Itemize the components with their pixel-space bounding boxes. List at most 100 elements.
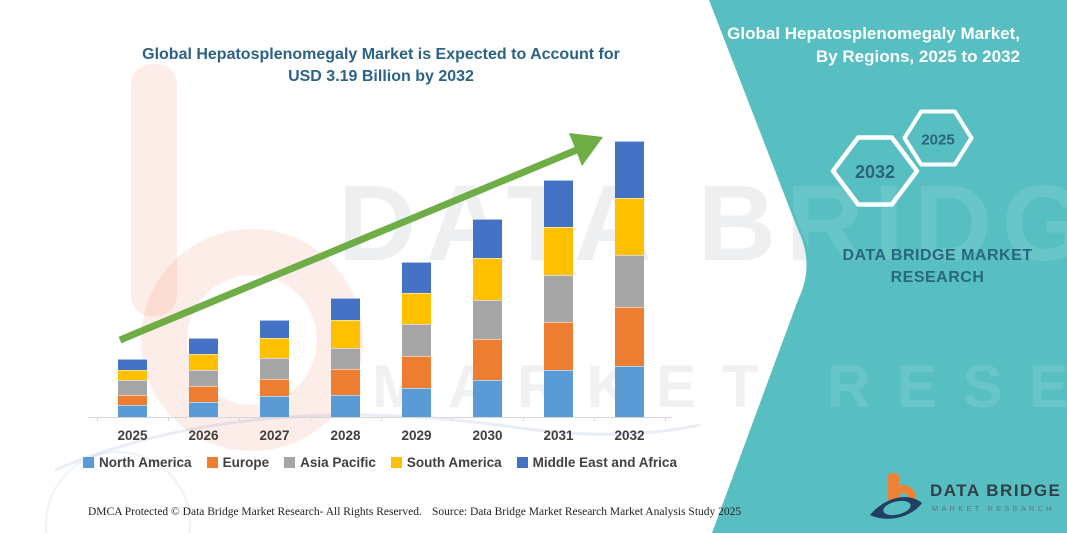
bar-segment-2031-europe — [544, 322, 573, 370]
bar-2030 — [473, 219, 502, 417]
year-hexagons: 2032 2025 — [830, 109, 974, 207]
hexagon-2025-label: 2025 — [921, 132, 954, 149]
bar-segment-2026-middle-east-and-africa — [189, 338, 218, 354]
legend-swatch-icon — [206, 457, 218, 468]
bar-segment-2027-north-america — [260, 396, 289, 417]
legend-item-asia-pacific: Asia Pacific — [284, 455, 376, 470]
side-panel-heading-line1: Global Hepatosplenomegaly Market, — [727, 24, 1020, 43]
legend-label: Asia Pacific — [300, 455, 376, 470]
bar-segment-2025-europe — [118, 395, 147, 405]
bar-segment-2031-north-america — [544, 370, 573, 417]
x-axis-label-2031: 2031 — [543, 428, 574, 443]
logo-subtitle: MARKET RESEARCH — [932, 504, 1055, 513]
bar-segment-2029-europe — [402, 356, 431, 388]
bar-segment-2026-north-america — [189, 402, 218, 417]
bar-segment-2026-south-america — [189, 354, 218, 370]
legend-label: South America — [406, 455, 502, 470]
bar-2031 — [544, 180, 573, 417]
x-axis-tick — [168, 417, 169, 421]
bar-segment-2028-europe — [331, 369, 360, 395]
bar-segment-2030-north-america — [473, 380, 502, 417]
bar-segment-2028-asia-pacific — [331, 348, 360, 369]
legend-item-south-america: South America — [390, 455, 502, 470]
bar-segment-2027-europe — [260, 379, 289, 396]
side-panel-heading-line2: By Regions, 2025 to 2032 — [815, 47, 1020, 66]
legend-swatch-icon — [516, 457, 528, 468]
legend-swatch-icon — [390, 457, 402, 468]
x-axis-tick — [523, 417, 524, 421]
legend-item-middle-east-and-africa: Middle East and Africa — [516, 455, 677, 470]
x-axis-label-2032: 2032 — [614, 428, 645, 443]
bar-segment-2029-middle-east-and-africa — [402, 262, 431, 293]
legend-swatch-icon — [284, 457, 296, 468]
x-axis — [88, 417, 672, 418]
bar-segment-2028-south-america — [331, 320, 360, 348]
bar-2029 — [402, 262, 431, 417]
brand-text-line1: DATA BRIDGE MARKET — [842, 247, 1033, 264]
bar-segment-2032-south-america — [615, 198, 644, 255]
bar-segment-2029-south-america — [402, 293, 431, 324]
x-axis-tick — [665, 417, 666, 421]
legend-item-europe: Europe — [206, 455, 270, 470]
logo-name: DATA BRIDGE — [930, 481, 1062, 500]
bar-2027 — [260, 320, 289, 417]
bar-segment-2028-middle-east-and-africa — [331, 298, 360, 320]
page-title-line1: Global Hepatosplenomegaly Market is Expe… — [142, 46, 620, 63]
bar-segment-2027-asia-pacific — [260, 358, 289, 379]
legend-swatch-icon — [83, 457, 95, 468]
bar-segment-2029-north-america — [402, 388, 431, 417]
x-axis-tick — [239, 417, 240, 421]
brand-text: DATA BRIDGE MARKET RESEARCH — [840, 245, 1035, 289]
hexagon-2032-label: 2032 — [855, 162, 895, 182]
legend-label: North America — [99, 455, 192, 470]
bar-segment-2029-asia-pacific — [402, 324, 431, 356]
x-axis-label-2030: 2030 — [472, 428, 503, 443]
bar-2026 — [189, 338, 218, 417]
bar-2032 — [615, 141, 644, 417]
footer-dmca-text: DMCA Protected © Data Bridge Market Rese… — [88, 506, 422, 518]
bar-2025 — [118, 359, 147, 417]
bar-segment-2032-north-america — [615, 366, 644, 417]
bar-segment-2025-asia-pacific — [118, 380, 147, 395]
x-axis-label-2028: 2028 — [330, 428, 361, 443]
bar-segment-2025-north-america — [118, 405, 147, 417]
bar-segment-2026-europe — [189, 386, 218, 402]
x-axis-tick — [381, 417, 382, 421]
bar-segment-2030-middle-east-and-africa — [473, 219, 502, 258]
bar-segment-2026-asia-pacific — [189, 370, 218, 386]
x-axis-tick — [452, 417, 453, 421]
x-axis-label-2026: 2026 — [188, 428, 219, 443]
bar-segment-2028-north-america — [331, 395, 360, 417]
page-title-line2: USD 3.19 Billion by 2032 — [288, 68, 474, 85]
bar-segment-2030-asia-pacific — [473, 300, 502, 339]
legend-item-north-america: North America — [83, 455, 192, 470]
brand-text-line2: RESEARCH — [890, 269, 985, 286]
footer-source-text: Source: Data Bridge Market Research Mark… — [432, 506, 742, 518]
x-axis-tick — [97, 417, 98, 421]
bar-segment-2030-europe — [473, 339, 502, 380]
page-title: Global Hepatosplenomegaly Market is Expe… — [85, 44, 677, 88]
x-axis-tick — [310, 417, 311, 421]
x-axis-label-2025: 2025 — [117, 428, 148, 443]
bar-segment-2032-asia-pacific — [615, 255, 644, 307]
legend: North America Europe Asia Pacific South Ame… — [83, 455, 677, 470]
bar-segment-2031-asia-pacific — [544, 275, 573, 322]
side-panel-heading: Global Hepatosplenomegaly Market, By Reg… — [720, 22, 1020, 68]
bar-segment-2032-middle-east-and-africa — [615, 141, 644, 198]
bar-segment-2027-middle-east-and-africa — [260, 320, 289, 338]
legend-label: Middle East and Africa — [532, 455, 677, 470]
bar-segment-2030-south-america — [473, 258, 502, 300]
x-axis-tick — [594, 417, 595, 421]
dbmr-logo-icon — [870, 473, 922, 519]
dbmr-logo: DATA BRIDGE MARKET RESEARCH — [868, 468, 1060, 530]
x-axis-label-2027: 2027 — [259, 428, 290, 443]
bar-segment-2031-middle-east-and-africa — [544, 180, 573, 227]
bar-segment-2032-europe — [615, 307, 644, 366]
bar-segment-2031-south-america — [544, 227, 573, 275]
legend-label: Europe — [222, 455, 270, 470]
bar-segment-2025-south-america — [118, 370, 147, 380]
bar-2028 — [331, 298, 360, 417]
bar-segment-2025-middle-east-and-africa — [118, 359, 147, 370]
x-axis-label-2029: 2029 — [401, 428, 432, 443]
